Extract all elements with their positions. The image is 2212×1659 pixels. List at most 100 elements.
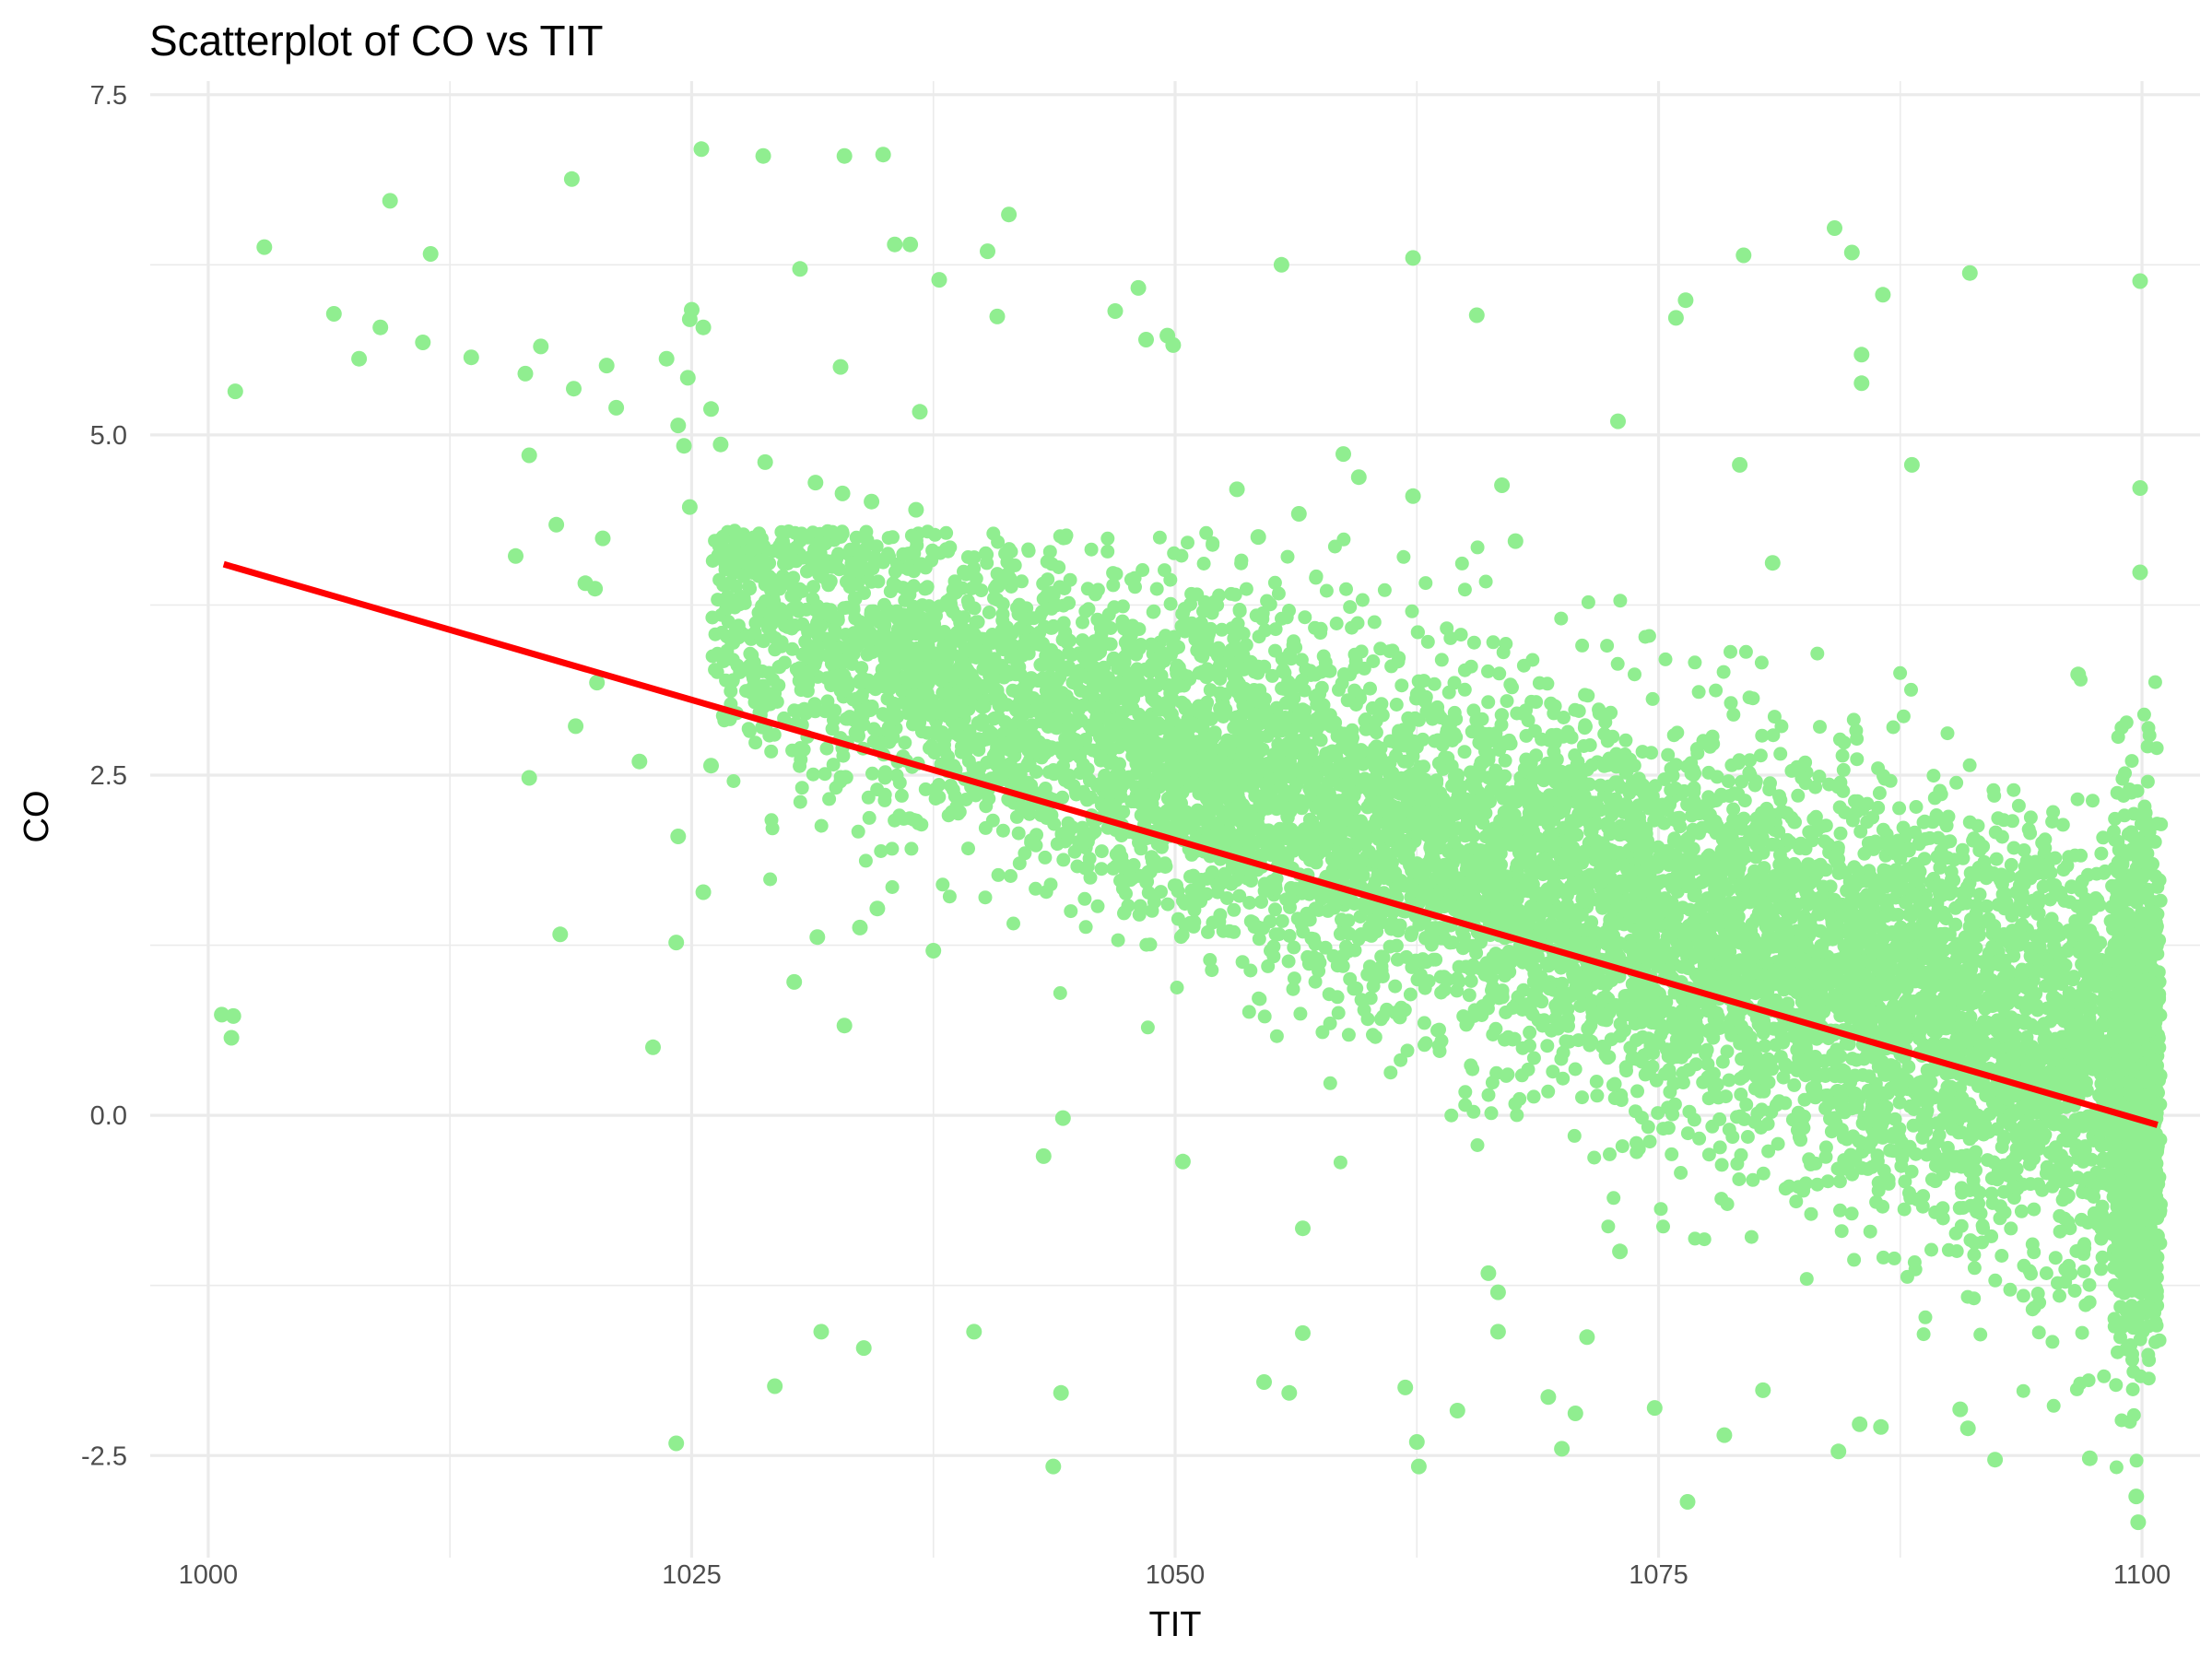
data-point <box>1510 1108 1524 1123</box>
data-point <box>1941 1242 1956 1257</box>
data-point <box>1286 982 1300 996</box>
data-point <box>1820 1174 1835 1189</box>
data-point <box>786 571 801 585</box>
data-point <box>1581 594 1595 609</box>
data-point <box>1724 644 1737 659</box>
data-point <box>1178 897 1193 912</box>
data-point <box>1508 1097 1523 1112</box>
data-point <box>1090 612 1105 627</box>
data-point <box>1222 924 1237 938</box>
data-point <box>1109 567 1124 582</box>
data-point <box>1234 556 1249 571</box>
data-point <box>1366 1028 1380 1042</box>
data-point <box>1700 891 1714 906</box>
data-point <box>1405 604 1419 618</box>
data-point <box>826 758 841 772</box>
data-point <box>1154 885 1168 900</box>
data-point <box>2077 1265 2091 1278</box>
data-point <box>1963 1233 1978 1248</box>
data-point <box>1147 604 1161 618</box>
data-point <box>1094 862 1109 877</box>
data-point <box>1100 544 1115 559</box>
data-point <box>1714 1158 1729 1172</box>
data-point <box>1732 1172 1747 1186</box>
data-point <box>845 657 860 671</box>
data-point <box>820 694 835 709</box>
data-point <box>1149 582 1164 596</box>
data-point <box>1862 864 1877 878</box>
data-point <box>2095 1250 2110 1265</box>
data-point <box>1486 1028 1500 1041</box>
data-point <box>847 591 862 606</box>
data-point <box>1175 606 1190 621</box>
data-point <box>2030 1287 2045 1300</box>
data-point <box>1989 852 2004 866</box>
data-point <box>1462 988 1477 1003</box>
data-point <box>2098 975 2112 990</box>
data-point <box>1516 982 1531 997</box>
data-point <box>1755 728 1770 743</box>
data-point <box>1760 1116 1775 1131</box>
data-point <box>1283 900 1297 914</box>
data-point <box>1454 556 1469 571</box>
data-point <box>843 542 858 557</box>
data-point <box>1366 654 1381 668</box>
data-point <box>1933 860 1947 875</box>
data-point <box>1832 1174 1847 1189</box>
data-point <box>1466 635 1481 650</box>
data-point <box>1065 648 1079 663</box>
data-point <box>1481 664 1495 678</box>
data-point <box>2109 1460 2124 1475</box>
data-point <box>865 766 879 781</box>
data-point <box>1766 728 1781 743</box>
data-point <box>961 841 975 856</box>
data-point <box>1994 830 2009 844</box>
data-point <box>1363 681 1377 696</box>
data-point <box>1403 987 1418 1002</box>
data-point <box>770 695 784 709</box>
data-point <box>1861 1161 1875 1176</box>
data-point <box>1988 1273 2003 1288</box>
data-point <box>1341 1028 1356 1042</box>
data-point <box>1656 1122 1671 1136</box>
data-point <box>1135 563 1150 577</box>
data-point <box>1915 1199 1930 1214</box>
data-point <box>2075 1325 2089 1340</box>
data-point <box>1587 1150 1602 1165</box>
data-point <box>1111 933 1125 947</box>
data-point <box>1607 1077 1622 1091</box>
data-point <box>947 574 962 589</box>
data-point <box>1575 1090 1589 1105</box>
data-point <box>1893 665 1908 680</box>
data-point <box>1747 778 1762 793</box>
data-point <box>1121 899 1135 913</box>
data-point <box>1285 723 1300 737</box>
data-point <box>1062 595 1077 610</box>
data-point <box>1391 924 1406 938</box>
data-point <box>1691 685 1706 700</box>
data-point <box>1515 1041 1530 1055</box>
data-point <box>1464 1058 1478 1073</box>
data-point <box>1433 970 1448 984</box>
data-point <box>1692 1131 1707 1146</box>
data-point <box>1170 981 1184 994</box>
data-point <box>1720 1197 1735 1211</box>
data-point <box>1822 777 1836 792</box>
data-point <box>1298 610 1312 625</box>
data-point <box>1269 1029 1284 1043</box>
data-point <box>2014 1204 2029 1218</box>
data-point <box>1967 1248 1982 1262</box>
data-point <box>1892 801 1907 816</box>
data-point <box>1600 639 1615 653</box>
data-point <box>1589 1075 1604 1088</box>
data-point <box>1980 899 1994 913</box>
data-point <box>1628 667 1641 682</box>
data-point <box>1642 1135 1657 1149</box>
data-point <box>2082 1277 2097 1292</box>
data-point <box>1630 1084 1644 1099</box>
data-point <box>797 701 812 716</box>
data-point <box>2045 990 2060 1005</box>
data-point <box>1772 789 1786 804</box>
data-point <box>1152 530 1167 545</box>
